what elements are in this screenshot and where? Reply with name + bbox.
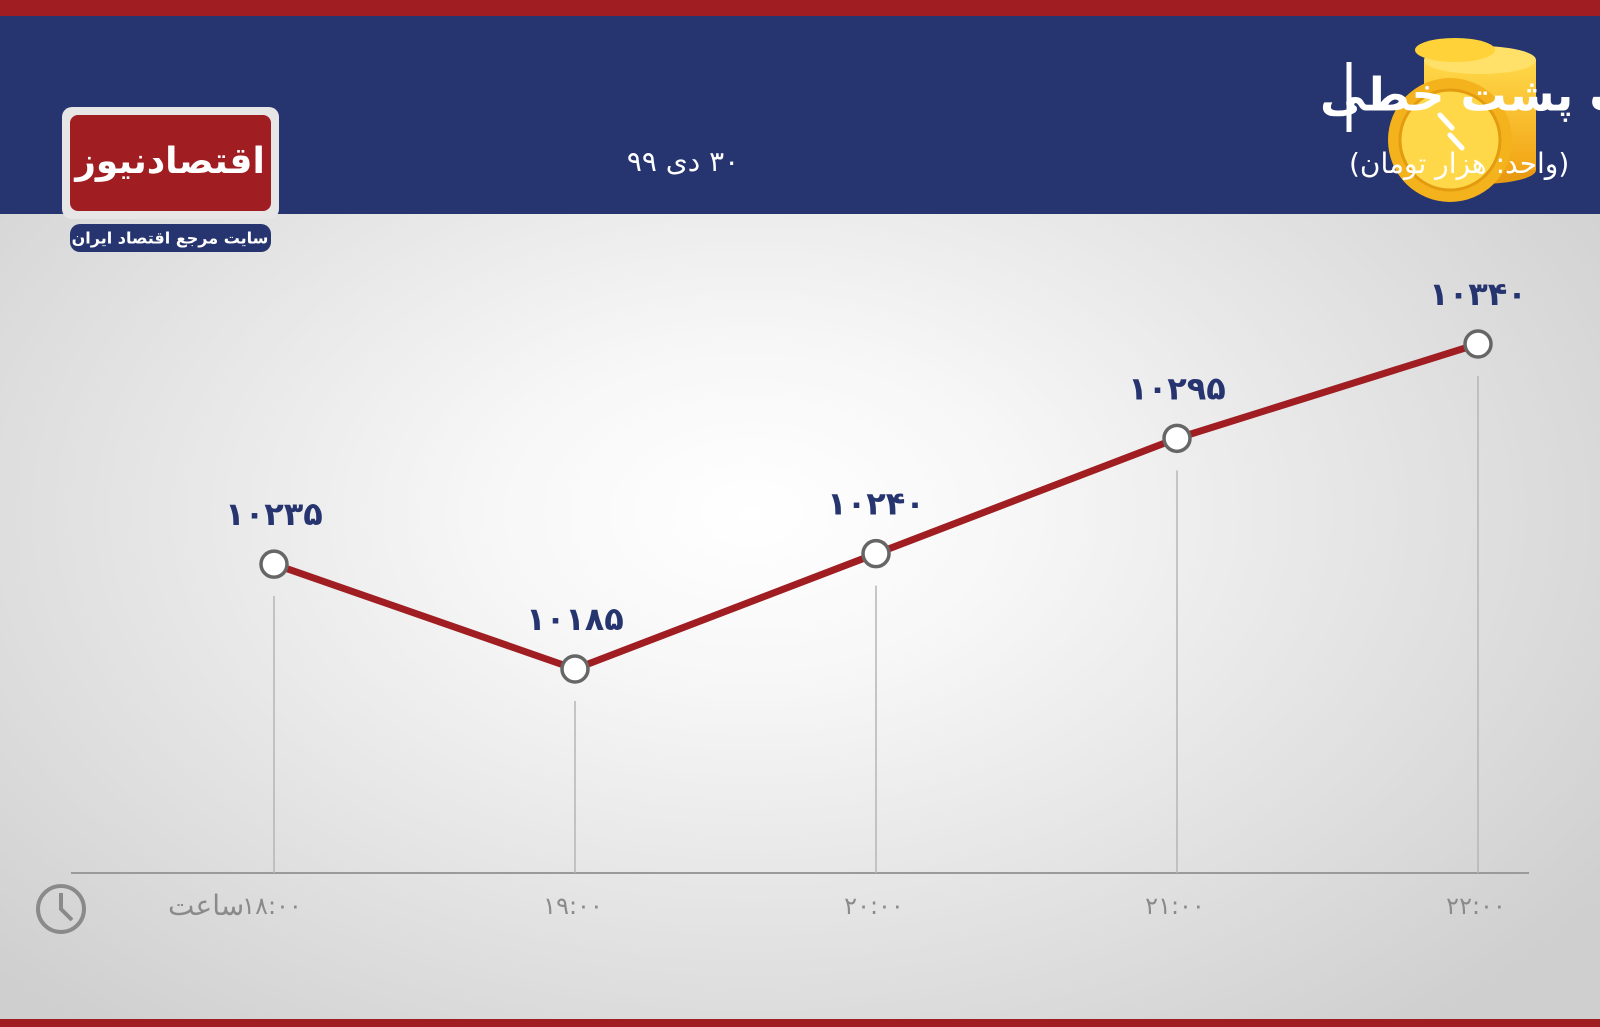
clock-icon xyxy=(36,884,86,934)
logo-name: اقتصادنیوز xyxy=(73,141,265,182)
value-label: ۱۰۱۸۵ xyxy=(526,600,624,638)
value-label: ۱۰۲۳۵ xyxy=(225,495,323,533)
logo-tagline: سایت مرجع اقتصاد ایران xyxy=(72,229,269,248)
data-point xyxy=(259,549,289,579)
logo-box xyxy=(70,115,271,211)
value-label: ۱۰۲۴۰ xyxy=(827,485,925,523)
x-tick-label: ۱۹:۰۰ xyxy=(543,892,603,920)
date-label: ۳۰ دی ۹۹ xyxy=(627,145,739,178)
plot: ۱۰۲۳۵ ۱۸:۰۰ ۱۰۱۸۵ ۱۹:۰۰ ۱۰۲۴۰ ۲۰:۰۰ ۱۰۲۹۵ ۲۱:۰۰… xyxy=(225,275,1527,920)
chart-title: رفتار سکه در معاملات پشت خطی xyxy=(1320,68,1600,123)
x-axis-label: ساعت xyxy=(168,889,244,922)
bottom-bar xyxy=(0,1019,1600,1027)
data-point xyxy=(861,538,891,569)
tagline-pill xyxy=(70,224,271,252)
x-tick-label: ۲۲:۰۰ xyxy=(1446,892,1506,920)
x-tick-label: ۱۸:۰۰ xyxy=(242,892,302,920)
x-tick-label: ۲۱:۰۰ xyxy=(1145,892,1205,920)
value-label: ۱۰۲۹۵ xyxy=(1128,369,1226,407)
clock-hands xyxy=(59,893,74,922)
unit-label: (واحد: هزار تومان) xyxy=(1349,147,1569,180)
value-label: ۱۰۳۴۰ xyxy=(1429,275,1527,313)
x-tick-label: ۲۰:۰۰ xyxy=(844,892,904,920)
data-point xyxy=(1463,329,1493,359)
coins-icon xyxy=(1388,38,1536,202)
data-point xyxy=(560,654,590,684)
top-bar xyxy=(0,0,1600,16)
data-point xyxy=(1162,423,1192,454)
